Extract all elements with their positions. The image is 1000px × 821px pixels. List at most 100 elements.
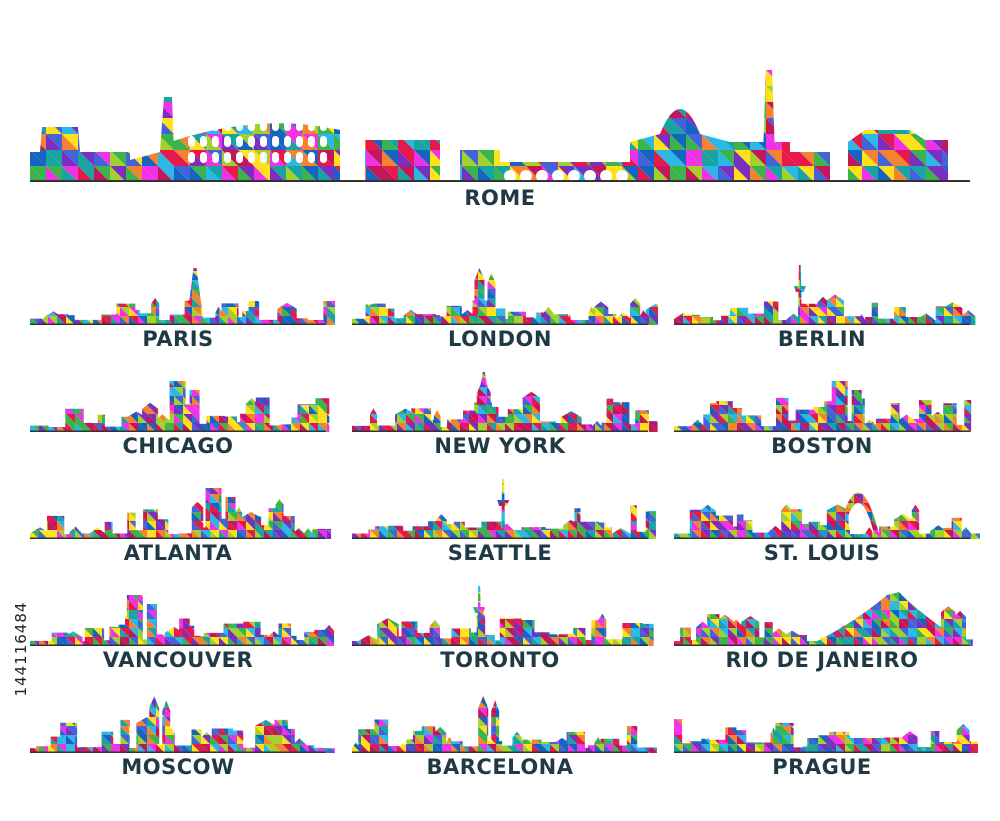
skyline-mosaic — [674, 719, 979, 753]
colosseum-arch — [188, 120, 195, 131]
bridge-arch — [504, 170, 516, 182]
city-label: NEW YORK — [434, 434, 566, 458]
city-label: BARCELONA — [426, 755, 574, 779]
colosseum-arch — [200, 136, 207, 147]
pragueskyline — [674, 719, 979, 753]
colosseum-arch — [296, 136, 303, 147]
ground-line — [352, 537, 648, 539]
skyline-mosaic — [30, 595, 335, 646]
colosseum-arch — [296, 152, 303, 163]
chicagoskyline — [30, 381, 330, 432]
colosseum-arch — [236, 152, 243, 163]
bridge-arch — [600, 170, 612, 182]
rome-skyline — [30, 70, 970, 182]
watermark-id: 144116484 — [12, 601, 30, 697]
colosseum-arch — [248, 120, 255, 131]
colosseum-arch — [296, 120, 303, 131]
atlantaskyline — [30, 488, 332, 539]
city-label: LONDON — [448, 327, 552, 351]
colosseum-arch — [272, 136, 279, 147]
seattleskyline — [352, 479, 656, 539]
ground-line — [30, 180, 970, 182]
ground-line — [352, 751, 648, 753]
colosseum-arch — [260, 136, 267, 147]
ground-line — [674, 430, 970, 432]
rome-mosaic — [30, 70, 948, 182]
skyline-mosaic — [30, 488, 332, 539]
skyline-mosaic — [674, 265, 976, 325]
colosseum-arch — [272, 152, 279, 163]
bridge-arch — [584, 170, 596, 182]
city-label: VANCOUVER — [102, 648, 254, 672]
colosseum-arch — [308, 136, 315, 147]
bridge-arch — [616, 170, 628, 182]
colosseum-arch — [236, 120, 243, 131]
ground-line — [30, 537, 326, 539]
ground-line — [30, 644, 326, 646]
skyline-mosaic — [674, 492, 980, 539]
skyline-mosaic — [352, 586, 654, 646]
ground-line — [674, 323, 970, 325]
ground-line — [674, 644, 970, 646]
city-label: BOSTON — [771, 434, 873, 458]
bridge-arch — [536, 170, 548, 182]
city-label: ST. LOUIS — [763, 541, 881, 565]
colosseum-arch — [320, 136, 327, 147]
bridge-arch — [552, 170, 564, 182]
ground-line — [352, 644, 648, 646]
skyline-mosaic — [674, 592, 973, 646]
colosseum-arch — [188, 136, 195, 147]
moscowskyline — [30, 696, 335, 753]
colosseum-arch — [200, 120, 207, 131]
torontoskyline — [352, 586, 654, 646]
city-label: SEATTLE — [447, 541, 553, 565]
colosseum-arch — [248, 152, 255, 163]
city-label: PARIS — [142, 327, 214, 351]
ground-line — [674, 751, 970, 753]
skyline-mosaic — [352, 372, 658, 432]
colosseum-arch — [248, 136, 255, 147]
new-yorkskyline — [352, 372, 658, 432]
skyline-mosaic — [674, 381, 972, 432]
colosseum-arch — [200, 152, 207, 163]
colosseum-arch — [236, 136, 243, 147]
ground-line — [30, 751, 326, 753]
st-louisskyline — [674, 492, 980, 539]
colosseum-arch — [284, 152, 291, 163]
barcelonaskyline — [352, 696, 657, 753]
bostonskyline — [674, 381, 972, 432]
colosseum-arch — [272, 120, 279, 131]
colosseum-arch — [224, 152, 231, 163]
skyline-mosaic — [30, 268, 336, 325]
colosseum-arch — [320, 152, 327, 163]
city-label: MOSCOW — [121, 755, 235, 779]
ground-line — [30, 430, 326, 432]
bridge-arch — [520, 170, 532, 182]
colosseum-arch — [224, 136, 231, 147]
skyline-mosaic — [30, 381, 330, 432]
colosseum-arch — [212, 136, 219, 147]
colosseum-arch — [212, 120, 219, 131]
ground-line — [352, 323, 648, 325]
skyline-mosaic — [352, 268, 658, 325]
ground-line — [674, 537, 970, 539]
parisskyline — [30, 268, 336, 325]
ground-line — [30, 323, 326, 325]
city-label: CHICAGO — [122, 434, 234, 458]
colosseum-arch — [224, 120, 231, 131]
city-label: RIO DE JANEIRO — [725, 648, 919, 672]
berlinskyline — [674, 265, 976, 325]
ground-line — [352, 430, 648, 432]
city-label: TORONTO — [440, 648, 560, 672]
skyline-mosaic — [352, 696, 657, 753]
skyline-mosaic — [30, 696, 335, 753]
rio-de-janeiroskyline — [674, 592, 973, 646]
city-label: PRAGUE — [772, 755, 872, 779]
city-label: BERLIN — [777, 327, 867, 351]
colosseum-arch — [260, 120, 267, 131]
colosseum-arch — [260, 152, 267, 163]
colosseum-arch — [188, 152, 195, 163]
vancouverskyline — [30, 595, 335, 646]
colosseum-arch — [284, 120, 291, 131]
